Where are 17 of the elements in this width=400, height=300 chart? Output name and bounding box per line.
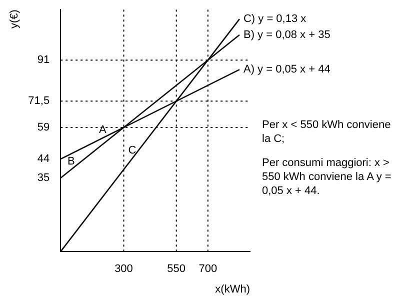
- series-label: C) y = 0,13 x: [243, 13, 307, 26]
- x-tick-label: 300: [114, 263, 133, 276]
- text: Per consumi maggiori: x > 550 kWh conviene la A y = 0,05 x + 44.: [262, 156, 392, 198]
- y-tick-label: 59: [37, 121, 50, 134]
- annotation: C: [128, 144, 136, 157]
- x-axis-title: x(kWh): [215, 283, 250, 296]
- y-tick-label: 91: [37, 54, 50, 66]
- y-axis-title: y(€): [8, 10, 21, 29]
- text: Per x < 550 kWh conviene la C;: [262, 118, 392, 146]
- x-tick-label: 550: [167, 263, 186, 276]
- y-tick-label: 35: [37, 172, 50, 184]
- x-tick-label: 700: [198, 263, 218, 276]
- y-tick-label: 44: [37, 153, 50, 166]
- y-tick-label: 71,5: [28, 95, 50, 108]
- series-label: A) y = 0,05 x + 44: [243, 64, 330, 76]
- series-label: B) y = 0,08 x + 35: [243, 28, 330, 41]
- annotation: B: [67, 156, 75, 168]
